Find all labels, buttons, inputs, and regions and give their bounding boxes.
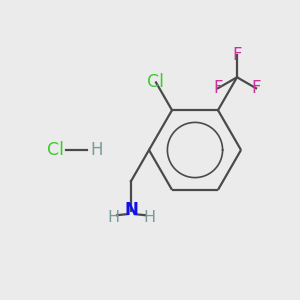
Text: Cl: Cl: [148, 74, 164, 92]
Text: H: H: [91, 141, 103, 159]
Text: H: H: [107, 210, 119, 225]
Text: F: F: [213, 79, 223, 97]
Text: N: N: [124, 201, 138, 219]
Text: F: F: [232, 46, 242, 64]
Text: H: H: [143, 210, 155, 225]
Text: F: F: [251, 79, 261, 97]
Text: Cl: Cl: [46, 141, 64, 159]
